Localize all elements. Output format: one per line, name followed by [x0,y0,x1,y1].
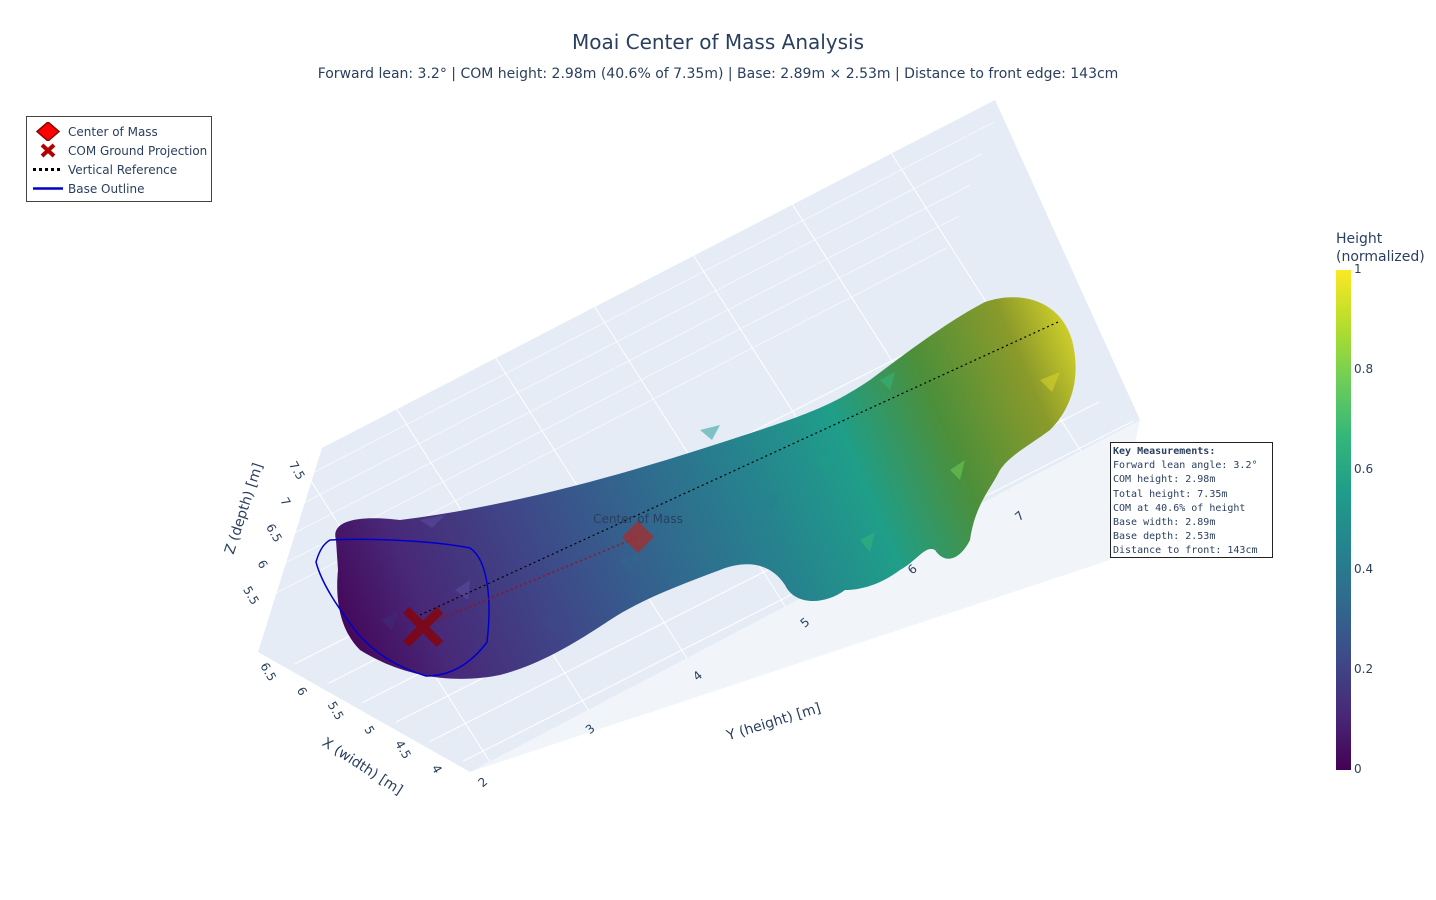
z-grid-line [290,184,971,536]
dotted-line-icon [33,168,63,171]
chart-subtitle: Forward lean: 3.2° | COM height: 2.98m (… [317,66,1119,82]
base-outline[interactable] [315,538,490,677]
z-tick-label: 6 [255,557,271,571]
y-tick-label: 2 [475,774,490,790]
colorbar-tick-label: 0.6 [1354,462,1374,476]
legend-label: Base Outline [68,181,145,196]
z-grid-line [313,122,994,473]
annotation-line: Base depth: 2.53m [1113,531,1216,543]
x-marker-icon [40,143,56,158]
diamond-icon [35,122,61,141]
colorbar[interactable] [1336,270,1351,770]
mesh-facet [815,452,835,472]
z-tick-label: 7.5 [286,459,308,483]
mesh-facet [540,610,560,632]
com-connector-line [422,536,639,627]
mesh-facet [860,532,875,552]
mesh-facet [950,460,965,480]
x-stroke [402,606,444,648]
legend-label: COM Ground Projection [68,143,208,158]
mesh-facets [380,372,1060,632]
z-axis-title: Z (depth) [m] [222,461,266,556]
colorbar-tick-label: 0.4 [1354,562,1374,576]
legend: Center of Mass COM Ground Projection Ver… [26,116,212,202]
com-marker-label: Center of Mass [593,512,683,526]
mesh-facet [1040,372,1060,392]
colorbar-tick-label: 0.2 [1354,662,1374,676]
mesh-facet [455,580,470,600]
x-tick-label: 4.5 [392,738,414,762]
mesh-facet [700,425,720,440]
mesh-facet [620,552,640,572]
z-grid-line [278,215,960,567]
annotation-line: Base width: 2.89m [1113,517,1216,529]
x-tick-label: 4 [429,762,445,776]
annotation-line: COM height: 2.98m [1113,474,1216,486]
x-tick-label: 5 [361,723,377,737]
x-tick-label: 5.5 [325,699,347,723]
legend-label: Vertical Reference [68,162,178,177]
legend-item-center-of-mass[interactable]: Center of Mass [27,122,211,141]
colorbar-tick-label: 0.8 [1354,362,1374,376]
legend-label: Center of Mass [68,124,158,139]
chart-title: Moai Center of Mass Analysis [571,30,865,54]
annotation-line: Distance to front: 143cm [1113,545,1258,557]
y-axis-title: Y (height) [m] [724,700,823,744]
annotation-line: Total height: 7.35m [1113,488,1228,500]
annotation-header: Key Measurements: [1113,446,1216,457]
center-of-mass-marker[interactable] [622,521,654,553]
z-tick-label: 5.5 [240,584,262,608]
colorbar-title: Height (normalized) [1336,231,1425,265]
x-tick-label: 6.5 [257,660,279,684]
com-ground-projection-marker[interactable] [402,606,444,648]
colorbar-tick-label: 1 [1354,262,1362,276]
mesh-facet [420,515,445,528]
mesh-facet [760,492,780,512]
legend-item-base-outline[interactable]: Base Outline [27,179,211,198]
vertical-reference-line[interactable] [419,321,1059,616]
z-tick-label: 7 [277,495,293,509]
mesh-facet [380,612,398,630]
annotation-line: COM at 40.6% of height [1113,502,1246,514]
colorbar-tick-label: 0 [1354,762,1362,776]
key-measurements-annotation: Key Measurements: Forward lean angle: 3.… [1110,442,1273,558]
z-tick-label: 6.5 [263,521,285,545]
z-grid-line [301,153,983,505]
annotation-line: Forward lean angle: 3.2° [1113,460,1258,472]
x-tick-label: 6 [294,685,310,699]
legend-item-com-ground-projection[interactable]: COM Ground Projection [27,141,211,160]
solid-line-icon [33,187,63,190]
moai-mesh-body[interactable] [335,297,1076,679]
legend-item-vertical-reference[interactable]: Vertical Reference [27,160,211,179]
mesh-facet [880,372,895,390]
